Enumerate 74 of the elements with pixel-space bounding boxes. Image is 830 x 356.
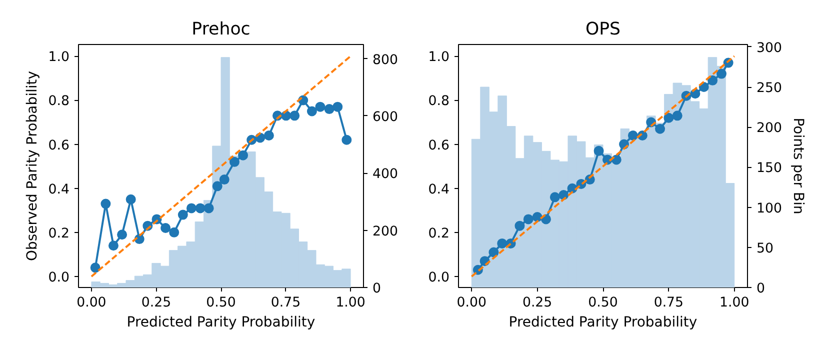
y2-tick-label: 0 [372,282,381,296]
y2-tick-label: 150 [756,161,782,176]
y2-axis-title: Points per Bin [790,118,806,214]
y2-tick-label: 600 [372,110,398,125]
point [594,146,604,156]
y-tick-label: 0.4 [428,182,450,198]
x-tick-label: 0.25 [141,296,172,310]
point [315,102,326,112]
point [108,240,118,251]
y2-tick-label: 50 [756,241,774,256]
point [342,134,352,145]
point [219,174,230,185]
point [514,220,525,231]
y-tick-label: 1.0 [48,50,70,66]
y2-tick-label: 200 [372,224,398,240]
y-tick-label: 0.8 [428,94,450,110]
x-tick-label: 0.75 [270,296,301,310]
point [716,68,726,79]
point [497,238,508,248]
point [550,192,560,202]
point [523,214,534,224]
y-tick-label: 0.4 [48,182,70,198]
y-tick-label: 0.6 [428,138,450,154]
point [672,110,682,121]
y-tick-label: 0.8 [48,94,70,110]
chart-title: OPS [585,20,621,40]
x-axis-title: Predicted Parity Probability [126,314,316,330]
point [229,156,240,167]
point [117,230,128,240]
x-tick-label: 0.00 [456,296,486,310]
x-tick-label: 0.75 [654,296,684,310]
y-axis-title: Observed Parity Probability [24,70,40,262]
point [195,203,206,214]
chart-title: Prehoc [192,20,250,40]
y2-tick-label: 0 [756,282,765,296]
y2-tick-label: 250 [756,81,782,96]
y2-tick-label: 200 [756,121,782,136]
point [204,203,214,214]
y-tick-label: 1.0 [428,50,450,66]
point [488,247,499,258]
point [290,110,300,121]
point [90,262,100,273]
y2-tick-label: 100 [756,201,782,216]
y2-tick-label: 800 [372,52,398,68]
point [126,194,136,204]
y-tick-label: 0.2 [428,226,450,242]
x-axis-title: Predicted Parity Probability [508,314,698,330]
y-tick-label: 0.6 [48,138,70,154]
x-tick-label: 0.25 [522,296,552,310]
point [324,104,334,114]
point [332,102,343,112]
point [160,223,171,234]
point [628,130,638,140]
y-tick-label: 0.0 [428,270,450,286]
y2-tick-label: 300 [756,40,782,56]
y-tick-label: 0.2 [48,226,70,242]
point [212,181,222,192]
point [238,150,248,160]
point [178,210,188,220]
x-tick-label: 1.00 [720,296,750,310]
point [664,112,674,123]
y-tick-label: 0.0 [48,270,70,286]
point [264,130,274,140]
point [655,124,666,134]
y2-tick-label: 400 [372,167,398,182]
point [169,227,180,238]
point [100,198,111,209]
x-tick-label: 0.50 [588,296,618,310]
x-tick-label: 1.00 [336,296,366,310]
x-tick-label: 0.50 [206,296,236,310]
point [186,203,196,214]
point [306,106,317,116]
point [708,75,718,86]
x-tick-label: 0.00 [76,296,106,310]
